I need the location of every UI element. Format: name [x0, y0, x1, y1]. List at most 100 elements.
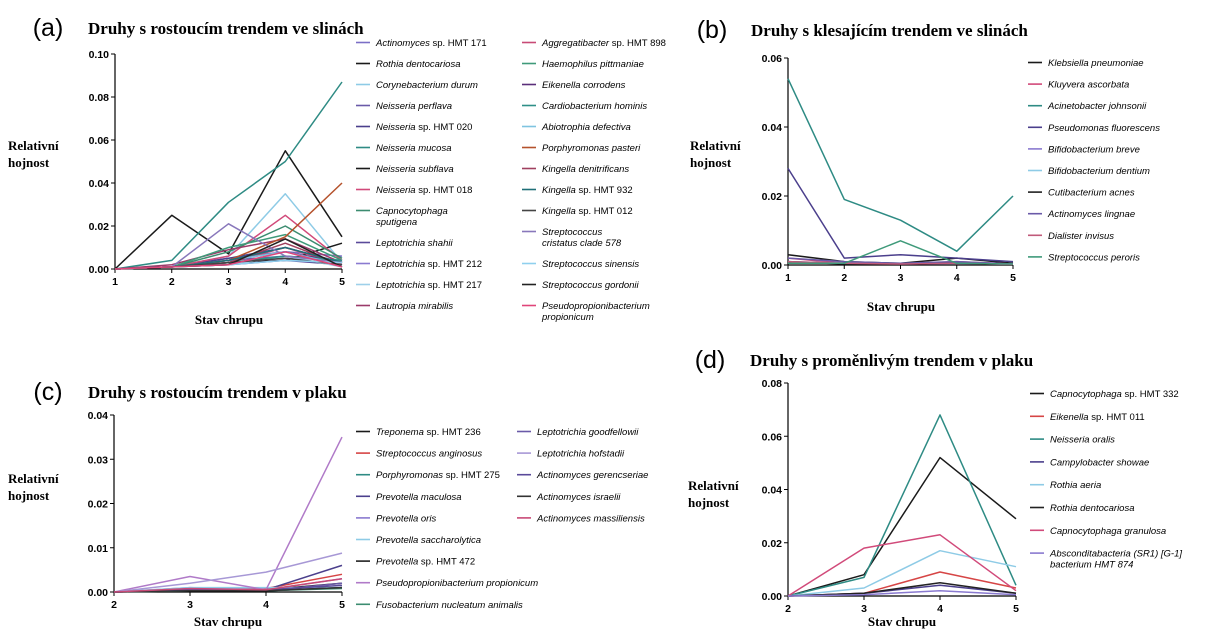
legend-label-part: sp. HMT 275 [443, 470, 500, 481]
legend-label-a-20: Kingella sp. HMT 932 [542, 185, 633, 196]
legend-label-part: Neisseria mucosa [376, 143, 452, 154]
series-line-a-1 [114, 150, 343, 270]
chart-b: (b) Druhy s klesajícím trendem ve slinách… [690, 16, 1160, 314]
legend-label-b-2: Acinetobacter johnsonii [1047, 101, 1147, 112]
legend-label-part: Haemophilus pittmaniae [542, 59, 644, 70]
legend-label-a-13: Aggregatibacter sp. HMT 898 [541, 38, 666, 49]
legend-label-c-3: Prevotella maculosa [376, 492, 462, 503]
series-line-d-6 [787, 534, 1017, 597]
panel-d: (d) Druhy s proměnlivým trendem v plaku Re… [604, 330, 1207, 633]
chart-title-d: Druhy s proměnlivým trendem v plaku [750, 351, 1033, 370]
legend-label-part: Eikenella [1050, 412, 1089, 423]
chart-a: (a) Druhy s rostoucím trendem ve slinách R… [8, 14, 666, 327]
legend-label-part: Neisseria subflava [376, 164, 454, 175]
legend-label-part: Actinomyces [375, 38, 430, 49]
legend-label-part: Porphyromonas pasteri [542, 143, 641, 154]
series-line-c-13 [113, 577, 343, 593]
series-line-c-7 [113, 436, 343, 593]
legend-label-part: Dialister invisus [1048, 231, 1114, 242]
legend-label-part: Pseudomonas fluorescens [1048, 123, 1160, 134]
legend-label-a-17: Abiotrophia defectiva [541, 122, 631, 133]
legend-label-c-9: Leptotrichia goodfellowii [537, 427, 639, 438]
legend-label-a-8: Capnocytophaga sputigena [376, 206, 448, 228]
x-axis-label-c: Stav chrupu [194, 614, 262, 629]
legend-label-part: sp. HMT 898 [609, 38, 666, 49]
series-line-b-3 [787, 168, 1014, 263]
legend-label-a-24: Streptococcus gordonii [542, 280, 640, 291]
legend-label-part: Leptotrichia shahii [376, 238, 453, 249]
legend-label-part: Prevotella [376, 557, 418, 568]
y-tick-label-d: 0.00 [762, 591, 783, 603]
legend-label-a-14: Haemophilus pittmaniae [542, 59, 644, 70]
legend-label-b-9: Streptococcus peroris [1048, 252, 1140, 263]
legend-label-part: Campylobacter showae [1050, 457, 1149, 468]
legend-label-c-5: Prevotella saccharolytica [376, 535, 481, 546]
legend-label-c-4: Prevotella oris [376, 513, 436, 524]
y-tick-label-c: 0.03 [88, 454, 109, 466]
x-tick-label-c: 4 [263, 599, 269, 611]
legend-label-part: Streptococcus sinensis [542, 259, 639, 270]
series-line-c-12 [113, 586, 343, 593]
legend-label-part: Porphyromonas [376, 470, 443, 481]
legend-label-b-6: Cutibacterium acnes [1048, 188, 1135, 199]
legend-label-part: Pseudopropionibacterium propionicum [376, 578, 538, 589]
y-axis-label-b: Relativní [690, 138, 741, 153]
legend-label-part: Pseudopropionibacterium [542, 301, 650, 312]
y-tick-label-a: 0.04 [89, 178, 110, 190]
legend-label-part: Cardiobacterium hominis [542, 101, 647, 112]
legend-label-b-5: Bifidobacterium dentium [1048, 166, 1150, 177]
x-axis-label-b: Stav chrupu [867, 299, 935, 314]
legend-label-part: sp. HMT 171 [430, 38, 487, 49]
legend-label-c-0: Treponema sp. HMT 236 [376, 427, 481, 438]
legend-label-a-7: Neisseria sp. HMT 018 [376, 185, 472, 196]
series-line-c-10 [113, 552, 343, 593]
legend-label-part: Rothia aeria [1050, 480, 1101, 491]
panel-letter-c: (c) [33, 378, 62, 406]
legend-label-part: Streptococcus anginosus [376, 449, 482, 460]
x-tick-label-b: 3 [898, 272, 904, 284]
chart-d: (d) Druhy s proměnlivým trendem v plaku Re… [688, 346, 1182, 629]
panel-letter-b: (b) [697, 16, 728, 44]
legend-label-part: sp. HMT 012 [576, 206, 633, 217]
x-tick-label-b: 1 [785, 272, 791, 284]
legend-label-part: Kingella denitrificans [542, 164, 629, 175]
legend-label-d-7: Absconditabacteria (SR1) [G-1] bacterium … [1049, 549, 1182, 571]
legend-label-part: Leptotrichia [376, 280, 425, 291]
legend-label-c-11: Actinomyces gerencseriae [536, 470, 648, 481]
legend-label-b-7: Actinomyces lingnae [1047, 209, 1135, 220]
legend-label-part: Neisseria perflava [376, 101, 452, 112]
legend-label-a-21: Kingella sp. HMT 012 [542, 206, 633, 217]
legend-label-part: Treponema [376, 427, 424, 438]
legend-label-part: cristatus clade 578 [542, 238, 622, 249]
legend-label-part: Absconditabacteria (SR1) [G-1] [1049, 549, 1182, 560]
x-tick-label-a: 2 [169, 276, 175, 288]
legend-label-part: Eikenella corrodens [542, 80, 626, 91]
legend-label-part: Kluyvera ascorbata [1048, 80, 1129, 91]
x-tick-label-a: 4 [282, 276, 288, 288]
y-tick-label-c: 0.02 [88, 499, 109, 511]
legend-label-c-8: Fusobacterium nucleatum animalis [376, 600, 523, 611]
legend-label-part: Actinomyces israelii [536, 492, 621, 503]
legend-label-part: Capnocytophaga [1050, 389, 1122, 400]
y-tick-label-d: 0.06 [762, 431, 783, 443]
legend-label-c-6: Prevotella sp. HMT 472 [376, 557, 475, 568]
legend-label-part: Aggregatibacter [541, 38, 610, 49]
legend-label-part: sp. HMT 020 [416, 122, 473, 133]
legend-label-a-25: Pseudopropionibacterium propionicum [541, 301, 650, 323]
x-tick-label-b: 5 [1010, 272, 1016, 284]
legend-label-a-16: Cardiobacterium hominis [542, 101, 647, 112]
panel-c: (c) Druhy s rostoucím trendem v plaku Rela… [0, 330, 648, 633]
y-axis-label-d: Relativní [688, 478, 739, 493]
legend-label-a-0: Actinomyces sp. HMT 171 [375, 38, 487, 49]
legend-label-part: Streptococcus gordonii [542, 280, 640, 291]
chart-title-b: Druhy s klesajícím trendem ve slinách [751, 21, 1028, 40]
legend-label-part: Streptococcus [542, 227, 602, 238]
legend-label-part: Actinomyces massiliensis [536, 513, 645, 524]
legend-label-part: Kingella [542, 206, 576, 217]
x-tick-label-c: 2 [111, 599, 117, 611]
legend-label-a-2: Corynebacterium durum [376, 80, 478, 91]
legend-label-part: Klebsiella pneumoniae [1048, 58, 1144, 69]
legend-label-part: Capnocytophaga [376, 206, 448, 217]
x-axis-label-d: Stav chrupu [868, 614, 936, 629]
legend-label-part: Actinomyces lingnae [1047, 209, 1135, 220]
